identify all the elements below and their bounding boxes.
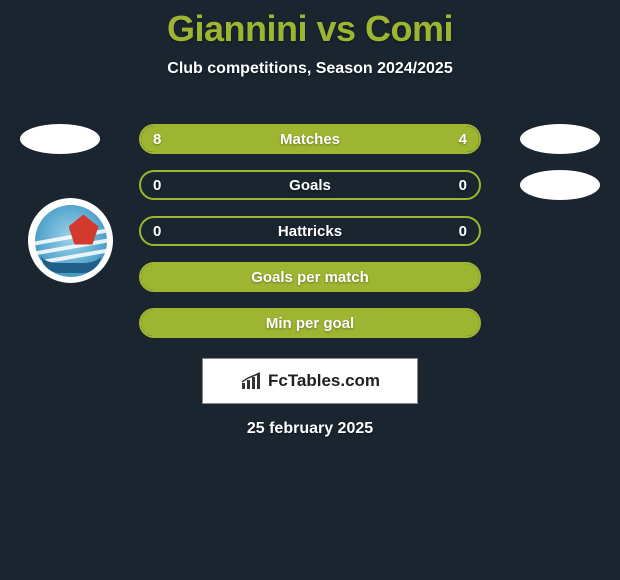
stat-value-right: 0 (459, 177, 467, 194)
stat-value-right: 0 (459, 223, 467, 240)
stat-row-matches: 8 Matches 4 (0, 116, 620, 162)
stat-pill: Min per goal (139, 308, 481, 338)
bar-chart-up-icon (240, 372, 262, 390)
footer-date: 25 february 2025 (0, 420, 620, 438)
stat-row-goals: 0 Goals 0 (0, 162, 620, 208)
page-subtitle: Club competitions, Season 2024/2025 (0, 60, 620, 78)
stat-row-min-per-goal: Min per goal (0, 300, 620, 346)
page-title: Giannini vs Comi (0, 0, 620, 50)
stat-pill: 0 Goals 0 (139, 170, 481, 200)
stat-pill: 0 Hattricks 0 (139, 216, 481, 246)
brand-attribution[interactable]: FcTables.com (202, 358, 418, 404)
player-badge-right-2 (520, 170, 600, 200)
brand-text: FcTables.com (268, 371, 380, 391)
club-badge-left (28, 198, 113, 283)
club-crest-icon (35, 205, 107, 277)
stat-value-left: 0 (153, 223, 161, 240)
stat-pill: Goals per match (139, 262, 481, 292)
player-badge-left (20, 124, 100, 154)
player-badge-right (520, 124, 600, 154)
stat-label: Matches (280, 131, 340, 148)
stat-pill: 8 Matches 4 (139, 124, 481, 154)
stat-value-right: 4 (459, 131, 467, 148)
stat-label: Goals per match (251, 269, 369, 286)
stat-value-left: 0 (153, 177, 161, 194)
stat-label: Hattricks (278, 223, 342, 240)
stat-label: Goals (289, 177, 331, 194)
stat-label: Min per goal (266, 315, 354, 332)
stat-value-left: 8 (153, 131, 161, 148)
